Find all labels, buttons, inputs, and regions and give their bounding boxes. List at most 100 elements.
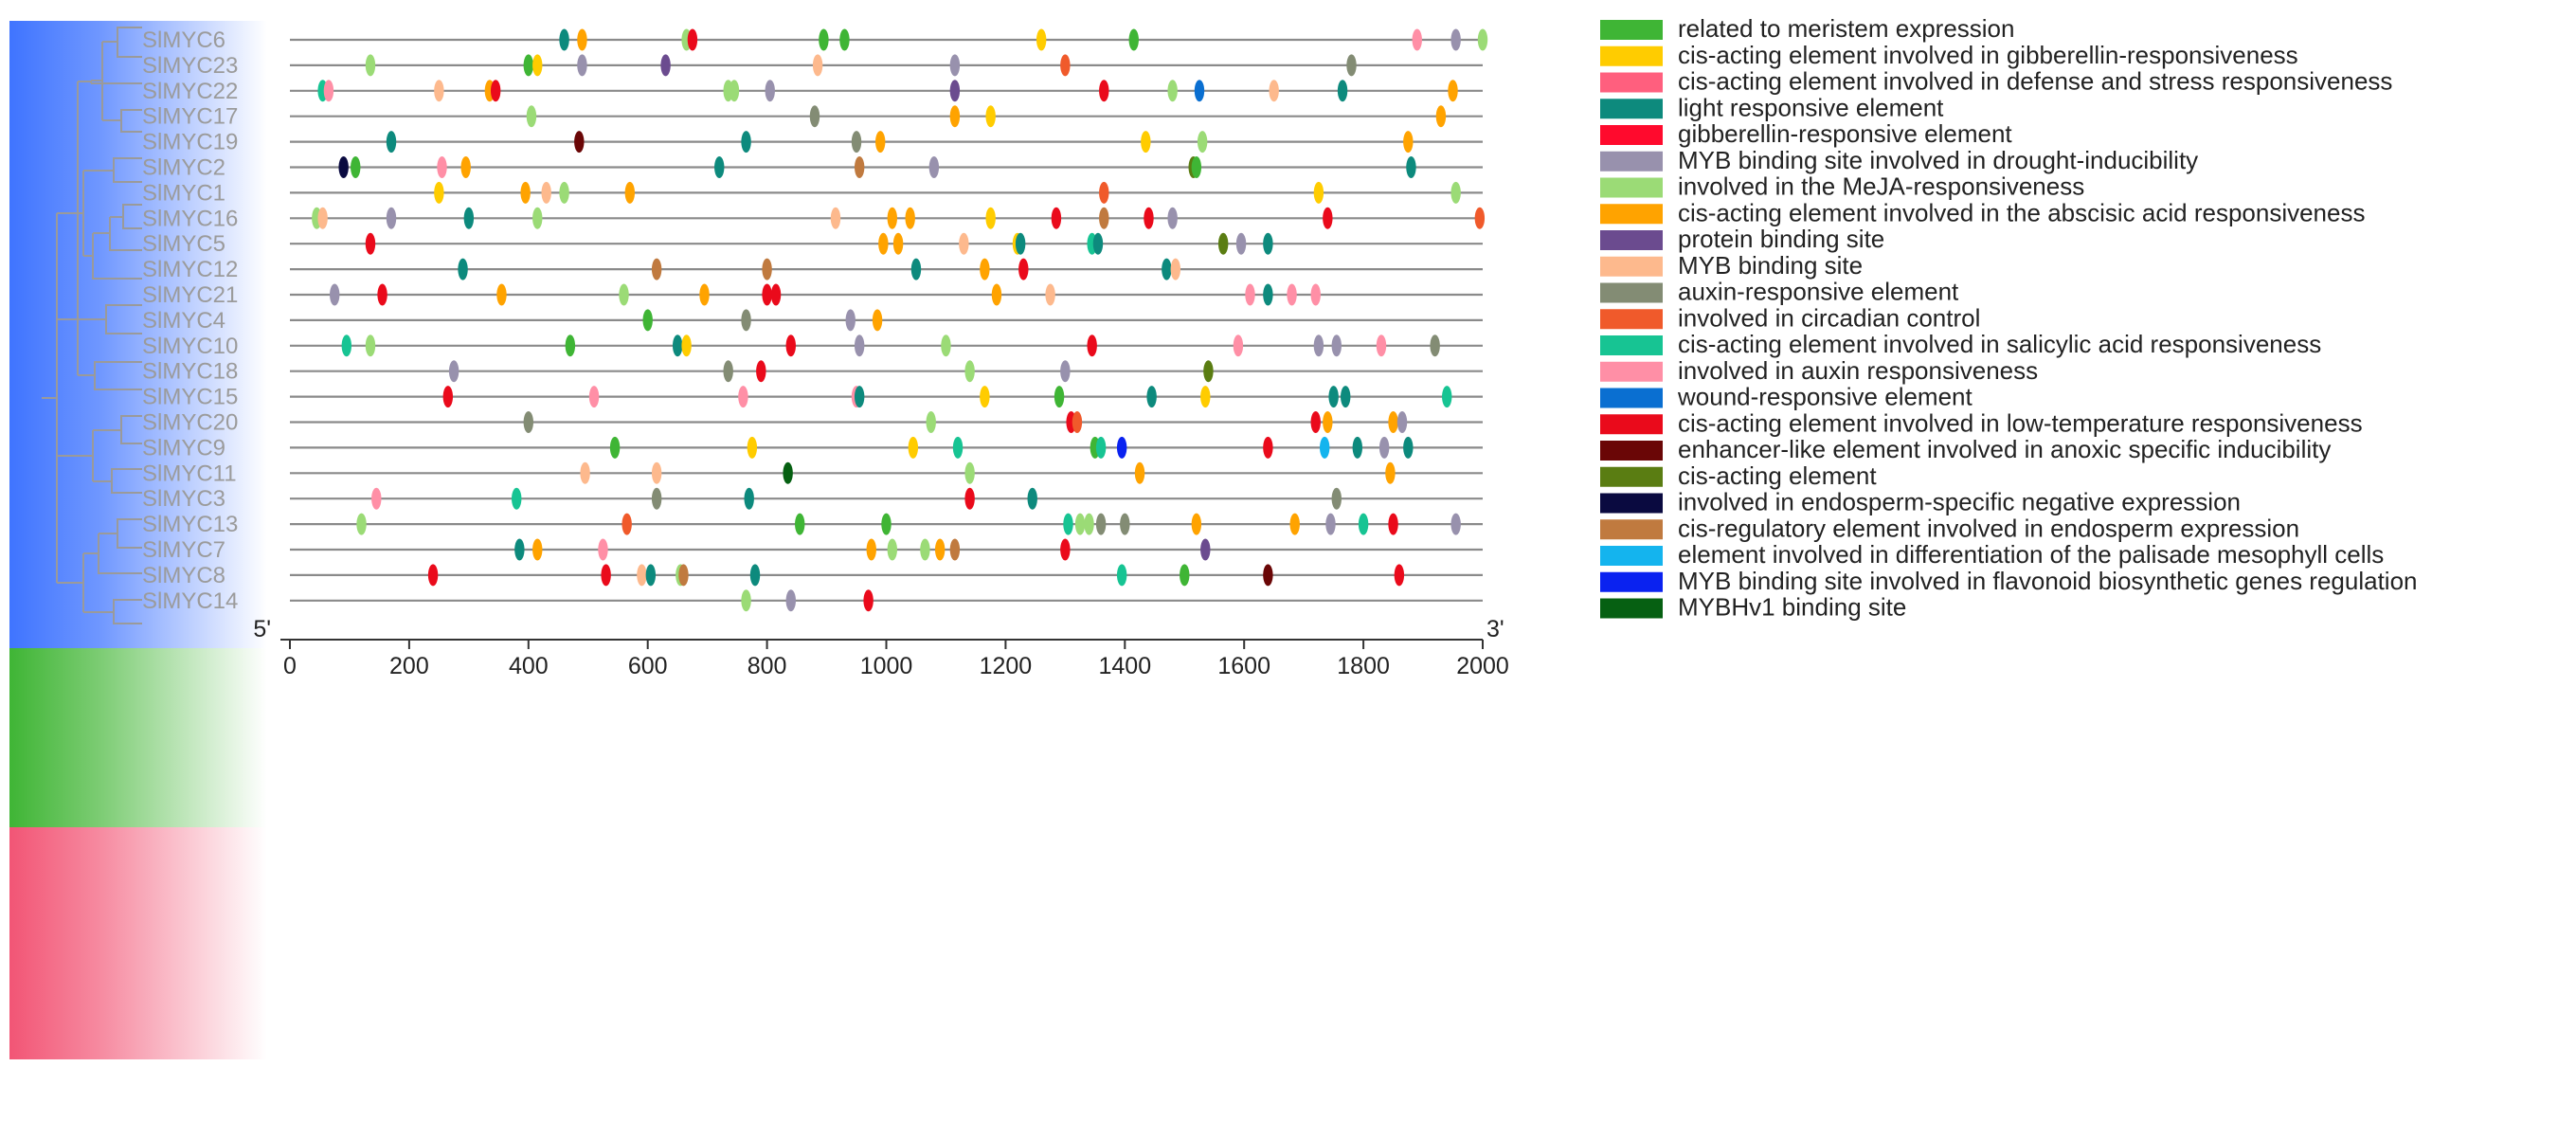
- gene-label: SlMYC20: [142, 410, 238, 436]
- element-mark-light: [1027, 487, 1037, 510]
- five-prime-label: 5': [253, 616, 271, 642]
- gene-label: SlMYC7: [142, 537, 225, 563]
- element-mark-sa: [1116, 564, 1127, 587]
- gene-label: SlMYC6: [142, 27, 225, 53]
- element-mark-light: [1146, 386, 1157, 408]
- element-mark-ga_cis: [980, 386, 990, 408]
- element-mark-lowtemp: [1087, 334, 1097, 357]
- element-mark-light: [1015, 232, 1026, 255]
- legend-item: cis-acting element involved in salicylic…: [1600, 330, 2321, 358]
- gene-row: SlMYC14: [142, 588, 1483, 614]
- element-mark-light: [854, 386, 865, 408]
- element-mark-auxin_el: [651, 487, 662, 510]
- gene-label: SlMYC17: [142, 104, 238, 130]
- legend-swatch: [1600, 99, 1663, 119]
- x-tick-label: 1400: [1098, 653, 1151, 679]
- element-mark-meja: [729, 80, 740, 102]
- element-mark-light: [672, 334, 683, 357]
- gene-row: SlMYC2: [142, 155, 1483, 181]
- legend-item: cis-acting element: [1600, 461, 1877, 490]
- gene-label: SlMYC1: [142, 180, 225, 206]
- gene-row: SlMYC4: [142, 308, 1483, 334]
- element-mark-aba: [577, 28, 587, 51]
- gene-row: SlMYC17: [142, 104, 1483, 130]
- element-mark-myb_drought: [1235, 232, 1247, 255]
- element-mark-auxin_el: [1095, 513, 1107, 535]
- element-mark-myb_drought: [1450, 28, 1461, 51]
- element-mark-auxin_resp: [323, 80, 334, 102]
- element-mark-ga_cis: [1200, 386, 1211, 408]
- element-mark-ga_cis: [985, 105, 996, 128]
- element-mark-lowtemp: [601, 564, 611, 587]
- gene-row: SlMYC3: [142, 486, 1483, 512]
- element-mark-aba: [624, 181, 636, 204]
- gene-row: SlMYC23: [142, 53, 1483, 79]
- element-mark-lowtemp: [365, 232, 376, 255]
- element-mark-meristem: [642, 309, 653, 332]
- element-mark-meristem: [1180, 564, 1190, 587]
- element-mark-ga_cis: [681, 334, 692, 357]
- element-mark-light: [1263, 232, 1273, 255]
- element-mark-light: [463, 207, 475, 229]
- legend-swatch: [1600, 45, 1663, 66]
- element-mark-endosperm: [762, 258, 772, 280]
- gene-row: SlMYC16: [142, 206, 1486, 231]
- legend-label: enhancer-like element involved in anoxic…: [1678, 435, 2331, 463]
- x-tick-label: 200: [389, 653, 429, 679]
- legend-swatch: [1600, 125, 1663, 145]
- element-mark-meja: [941, 334, 951, 357]
- element-mark-aba: [872, 309, 883, 332]
- gene-label: SlMYC21: [142, 282, 238, 308]
- element-mark-auxin_el: [1120, 513, 1130, 535]
- legend-item: light responsive element: [1600, 93, 1944, 121]
- element-mark-light: [1337, 80, 1348, 102]
- gene-label: SlMYC12: [142, 257, 238, 282]
- element-mark-mybhv1: [783, 461, 793, 484]
- element-mark-myb_drought: [1331, 334, 1342, 357]
- element-mark-protein: [949, 80, 961, 102]
- element-mark-auxin_resp: [598, 538, 608, 561]
- element-mark-myb_drought: [765, 80, 775, 102]
- element-mark-auxin_el: [723, 360, 733, 383]
- x-tick-label: 1000: [860, 653, 913, 679]
- element-mark-lowtemp: [442, 386, 454, 408]
- element-mark-auxin_resp: [1233, 334, 1244, 357]
- element-mark-ga_cis: [1141, 131, 1151, 154]
- clade-band-red: [9, 827, 267, 1059]
- gene-row: SlMYC18: [142, 359, 1483, 385]
- element-mark-lowtemp: [785, 334, 796, 357]
- legend-label: cis-acting element involved in defense a…: [1678, 67, 2392, 96]
- legend-label: gibberellin-responsive element: [1678, 119, 2012, 148]
- legend-swatch: [1600, 466, 1663, 487]
- element-mark-meristem: [351, 156, 361, 178]
- gene-label: SlMYC14: [142, 588, 238, 614]
- element-mark-auxin_el: [741, 309, 751, 332]
- element-mark-aba: [460, 156, 471, 178]
- element-mark-ga_cis: [985, 207, 996, 229]
- element-mark-auxin_resp: [1376, 334, 1387, 357]
- element-mark-aba: [520, 181, 531, 204]
- element-mark-light: [1341, 386, 1351, 408]
- element-mark-myb_drought: [1060, 360, 1071, 383]
- element-mark-aba: [866, 538, 876, 561]
- legend-item: cis-acting element involved in the absci…: [1600, 198, 2365, 226]
- legend-swatch: [1600, 441, 1663, 461]
- element-mark-myb_drought: [1167, 207, 1178, 229]
- legend-swatch: [1600, 519, 1663, 540]
- element-mark-aba: [532, 538, 543, 561]
- legend-item: involved in auxin responsiveness: [1600, 356, 2038, 385]
- gene-row: SlMYC21: [142, 282, 1483, 308]
- element-mark-myb: [959, 232, 969, 255]
- element-mark-myb: [651, 461, 662, 484]
- element-mark-light: [386, 131, 397, 154]
- element-mark-meja: [1197, 131, 1208, 154]
- legend-label: cis-acting element involved in gibberell…: [1678, 41, 2298, 69]
- element-mark-aba: [1134, 461, 1145, 484]
- element-mark-lowtemp: [377, 283, 387, 306]
- element-mark-meja: [964, 461, 975, 484]
- element-mark-aba: [878, 232, 889, 255]
- element-mark-lowtemp: [687, 28, 698, 51]
- element-mark-aba: [1403, 131, 1414, 154]
- legend-item: cis-acting element involved in gibberell…: [1600, 41, 2298, 69]
- element-mark-myb_drought: [1313, 334, 1324, 357]
